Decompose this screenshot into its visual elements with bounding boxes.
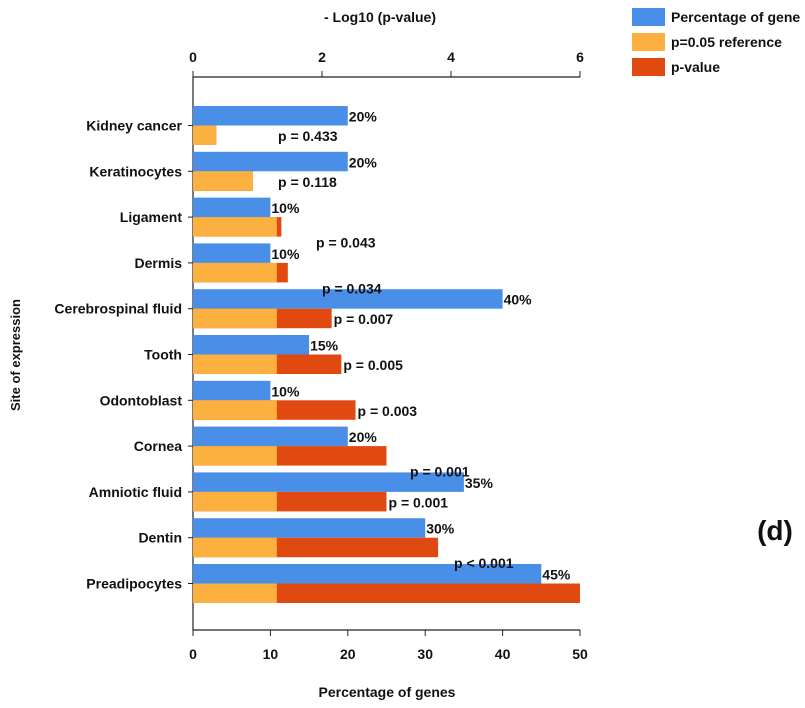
pvalue-data-label: p = 0.001: [410, 464, 470, 480]
pvalue-data-label: p = 0.433: [278, 128, 338, 144]
top-axis-tick-label: 0: [189, 49, 197, 65]
bar-reference: [193, 583, 277, 603]
y-axis-title: Site of expression: [8, 299, 23, 411]
bar-reference: [193, 171, 253, 191]
top-axis-tick-label: 4: [447, 49, 455, 65]
bar-percentage: [193, 426, 348, 447]
bar-reference: [193, 537, 277, 558]
percentage-data-label: 10%: [271, 383, 300, 399]
bar-percentage: [193, 335, 310, 355]
bar-reference: [193, 217, 277, 237]
category-label: Amniotic fluid: [89, 484, 182, 500]
labels: Kidney cancer 20% p = 0.433 Keratinocytes 20…: [54, 109, 570, 592]
legend-swatch: [632, 33, 665, 51]
top-axis-tick-label: 6: [576, 49, 584, 65]
bar-reference: [193, 400, 277, 420]
percentage-data-label: 45%: [542, 567, 571, 583]
bar-percentage: [193, 151, 348, 172]
legend-swatch: [632, 8, 665, 26]
category-label: Kidney cancer: [86, 118, 182, 134]
legend: Percentage of gene p=0.05 reference p-valu…: [632, 8, 800, 76]
legend-label: p=0.05 reference: [671, 34, 782, 50]
pvalue-data-label: p = 0.118: [278, 174, 337, 190]
percentage-data-label: 10%: [271, 200, 300, 216]
x-axis-tick-label: 0: [189, 646, 197, 662]
bar-percentage: [193, 472, 464, 492]
category-label: Odontoblast: [100, 392, 183, 408]
x-axis-tick-label: 30: [417, 646, 433, 662]
bar-percentage: [193, 289, 503, 309]
top-axis-title: - Log10 (p-value): [324, 9, 436, 25]
x-axis-tick-label: 50: [572, 646, 588, 662]
pvalue-data-label: p = 0.005: [343, 357, 403, 373]
category-label: Keratinocytes: [89, 163, 182, 179]
x-axis-tick-label: 10: [263, 646, 279, 662]
pvalue-data-label: p = 0.007: [334, 311, 394, 327]
x-axis-title: Percentage of genes: [319, 684, 456, 700]
pvalue-data-label: p = 0.034: [322, 280, 382, 296]
bar-reference: [193, 125, 217, 145]
category-label: Tooth: [144, 347, 182, 363]
bar-reference: [193, 262, 277, 283]
category-label: Preadipocytes: [86, 576, 182, 592]
legend-swatch: [632, 58, 665, 76]
percentage-data-label: 10%: [271, 246, 300, 262]
bar-reference: [193, 446, 277, 466]
percentage-data-label: 20%: [349, 429, 378, 445]
category-label: Dermis: [135, 255, 183, 271]
bar-percentage: [193, 243, 271, 263]
percentage-data-label: 15%: [310, 338, 339, 354]
bar-pvalue: [193, 583, 580, 603]
percentage-data-label: 30%: [426, 521, 455, 537]
bar-percentage: [193, 564, 542, 584]
bar-reference: [193, 308, 277, 329]
x-axis-tick-label: 40: [495, 646, 511, 662]
percentage-data-label: 20%: [349, 154, 378, 170]
bar-percentage: [193, 518, 426, 538]
percentage-data-label: 35%: [465, 475, 494, 491]
x-axis-tick-label: 20: [340, 646, 356, 662]
pvalue-data-label: p = 0.003: [358, 403, 418, 419]
bar-reference: [193, 491, 277, 512]
percentage-data-label: 40%: [504, 292, 533, 308]
panel-label: (d): [757, 515, 793, 546]
ticks: 0 2 4 6 0 10 20 30 40 50: [188, 49, 588, 662]
bar-reference: [193, 354, 277, 374]
category-label: Dentin: [138, 530, 182, 546]
bars: [193, 106, 580, 603]
category-label: Cornea: [134, 438, 182, 454]
bar-percentage: [193, 380, 271, 401]
pvalue-data-label: p = 0.043: [316, 235, 376, 251]
legend-label: Percentage of gene: [671, 9, 800, 25]
top-axis-tick-label: 2: [318, 49, 326, 65]
percentage-data-label: 20%: [349, 109, 378, 125]
bar-percentage: [193, 106, 348, 126]
bar-percentage: [193, 197, 271, 218]
category-label: Cerebrospinal fluid: [54, 301, 182, 317]
pvalue-data-label: p = 0.001: [389, 494, 449, 510]
category-label: Ligament: [120, 209, 183, 225]
pvalue-data-label: p < 0.001: [454, 555, 514, 571]
legend-label: p-value: [671, 59, 720, 75]
